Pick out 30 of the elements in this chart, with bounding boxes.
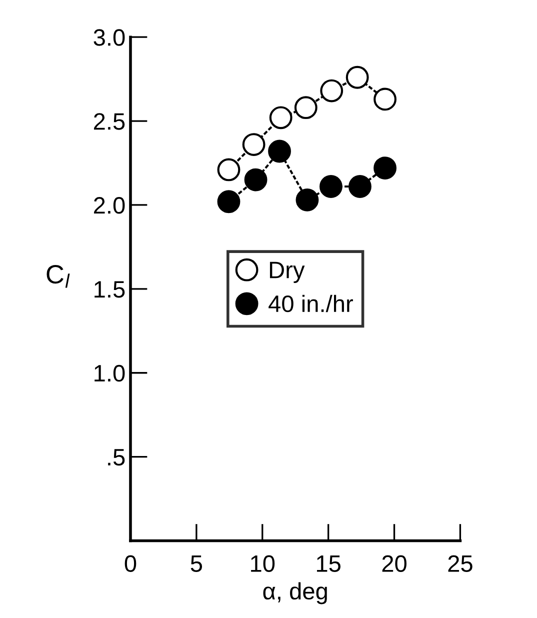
y-tick-label: 2.5 <box>94 113 125 130</box>
x-tick-label: 20 <box>382 555 406 572</box>
y-tick-label: 1.5 <box>94 281 125 298</box>
x-tick-label: 15 <box>316 556 340 572</box>
y-tick-label: .5 <box>108 449 125 466</box>
x-tick-label: 0 <box>124 555 136 572</box>
legend-label: 40 in./hr <box>268 294 353 312</box>
point <box>296 188 319 212</box>
x-axis-title: α, deg <box>263 582 327 604</box>
point <box>242 133 266 156</box>
y-tick-label: 3.0 <box>94 29 125 46</box>
point <box>374 156 396 180</box>
point <box>346 66 369 89</box>
point <box>320 79 344 102</box>
point <box>269 106 292 130</box>
point <box>217 158 240 182</box>
x-tick-label: 10 <box>251 555 275 572</box>
point <box>374 88 396 111</box>
y-tick-label: 1.0 <box>94 364 125 382</box>
point <box>348 175 372 198</box>
point <box>217 190 240 214</box>
x-tick-label: 5 <box>190 556 202 572</box>
legend-label: Dry <box>270 262 305 284</box>
point <box>268 140 291 163</box>
x-tick-label: 25 <box>448 555 472 572</box>
y-axis-title: C$_{l}$ <box>46 264 70 288</box>
point <box>320 175 342 198</box>
point <box>294 96 318 120</box>
point <box>244 168 268 192</box>
y-tick-label: 2.0 <box>94 197 125 214</box>
